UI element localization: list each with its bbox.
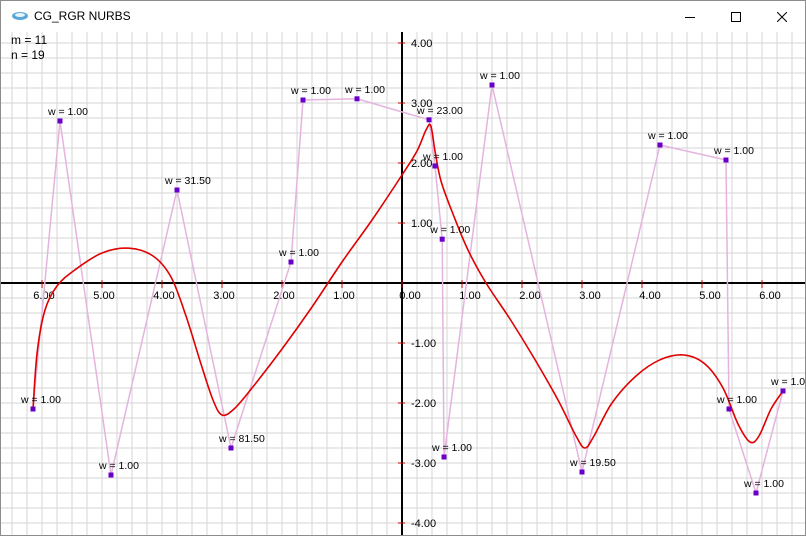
control-point[interactable] bbox=[228, 445, 234, 451]
control-point[interactable] bbox=[30, 406, 36, 412]
x-tick-label: 6.00 bbox=[759, 290, 780, 302]
y-tick-label: 2.00 bbox=[411, 158, 432, 170]
control-point[interactable] bbox=[579, 469, 585, 475]
weight-label: w = 1.00 bbox=[98, 460, 139, 472]
y-tick-label: -3.00 bbox=[411, 458, 436, 470]
x-tick-label: 4.00 bbox=[639, 290, 660, 302]
canvas-area[interactable]: 6.00 5.00 4.00 3.00 2.00 1.00 0.00 1.00 2.00 3.00… bbox=[1, 32, 805, 535]
control-point[interactable] bbox=[439, 236, 445, 242]
control-point[interactable] bbox=[108, 472, 114, 478]
weight-label: w = 1.00 bbox=[431, 442, 472, 454]
control-point[interactable] bbox=[288, 259, 294, 265]
minimize-button[interactable] bbox=[667, 1, 713, 32]
weight-label: w = 1.00 bbox=[290, 85, 331, 97]
control-polygon bbox=[32, 84, 784, 496]
control-point[interactable] bbox=[300, 97, 306, 103]
weight-label: w = 1.0 bbox=[770, 376, 805, 388]
weight-label: w = 1.00 bbox=[429, 224, 470, 236]
control-point[interactable] bbox=[726, 406, 732, 412]
y-tick-label: 3.00 bbox=[411, 98, 432, 110]
app-icon bbox=[12, 12, 28, 20]
y-tick-label: 1.00 bbox=[411, 218, 432, 230]
x-tick-label: 5.00 bbox=[699, 290, 720, 302]
x-tick-label: 2.00 bbox=[519, 290, 540, 302]
weight-label: w = 1.00 bbox=[422, 151, 463, 163]
y-tick-label: 4.00 bbox=[411, 38, 432, 50]
control-point[interactable] bbox=[57, 118, 63, 124]
weight-label: w = 1.00 bbox=[647, 130, 688, 142]
window-title: CG_RGR NURBS bbox=[34, 9, 131, 23]
control-point[interactable] bbox=[780, 388, 786, 394]
y-tick-label: -2.00 bbox=[411, 398, 436, 410]
weight-label: w = 1.00 bbox=[479, 70, 520, 82]
control-point[interactable] bbox=[723, 157, 729, 163]
x-tick-label: 0.00 bbox=[399, 290, 420, 302]
n-value-label: n = 19 bbox=[11, 48, 45, 62]
weight-label: w = 1.00 bbox=[713, 145, 754, 157]
weight-label: w = 1.00 bbox=[716, 394, 757, 406]
control-point[interactable] bbox=[753, 490, 759, 496]
maximize-button[interactable] bbox=[713, 1, 759, 32]
weight-label: w = 1.00 bbox=[278, 247, 319, 259]
weight-label: w = 81.50 bbox=[218, 433, 265, 445]
control-point[interactable] bbox=[354, 96, 360, 102]
y-tick-label: -1.00 bbox=[411, 338, 436, 350]
control-point[interactable] bbox=[174, 187, 180, 193]
x-tick-label: 3.00 bbox=[579, 290, 600, 302]
x-tick-label: 5.00 bbox=[93, 290, 114, 302]
nurbs-curve bbox=[32, 123, 784, 449]
control-point[interactable] bbox=[657, 142, 663, 148]
close-icon bbox=[777, 11, 787, 22]
y-tick-label: -4.00 bbox=[411, 518, 436, 530]
weight-label: w = 19.50 bbox=[569, 457, 616, 469]
control-point[interactable] bbox=[432, 163, 438, 169]
control-point[interactable] bbox=[426, 117, 432, 123]
nurbs-plot[interactable]: 6.00 5.00 4.00 3.00 2.00 1.00 0.00 1.00 2.00 3.00… bbox=[1, 32, 805, 535]
weight-label: w = 31.50 bbox=[164, 175, 211, 187]
close-button[interactable] bbox=[759, 1, 805, 32]
m-value-label: m = 11 bbox=[11, 33, 48, 47]
maximize-icon bbox=[731, 11, 741, 22]
x-tick-label: 3.00 bbox=[213, 290, 234, 302]
x-tick-label: 4.00 bbox=[153, 290, 174, 302]
weight-label: w = 1.00 bbox=[47, 106, 88, 118]
control-point[interactable] bbox=[489, 82, 495, 88]
weight-label: w = 1.00 bbox=[743, 478, 784, 490]
x-tick-label: 1.00 bbox=[459, 290, 480, 302]
weight-label: w = 1.00 bbox=[20, 394, 61, 406]
weight-label: w = 23.00 bbox=[416, 105, 463, 117]
x-tick-label: 1.00 bbox=[333, 290, 354, 302]
x-tick-label: 2.00 bbox=[273, 290, 294, 302]
weight-label: w = 1.00 bbox=[344, 84, 385, 96]
title-bar[interactable]: CG_RGR NURBS bbox=[1, 1, 805, 32]
control-point[interactable] bbox=[441, 454, 447, 460]
minimize-icon bbox=[685, 16, 695, 18]
